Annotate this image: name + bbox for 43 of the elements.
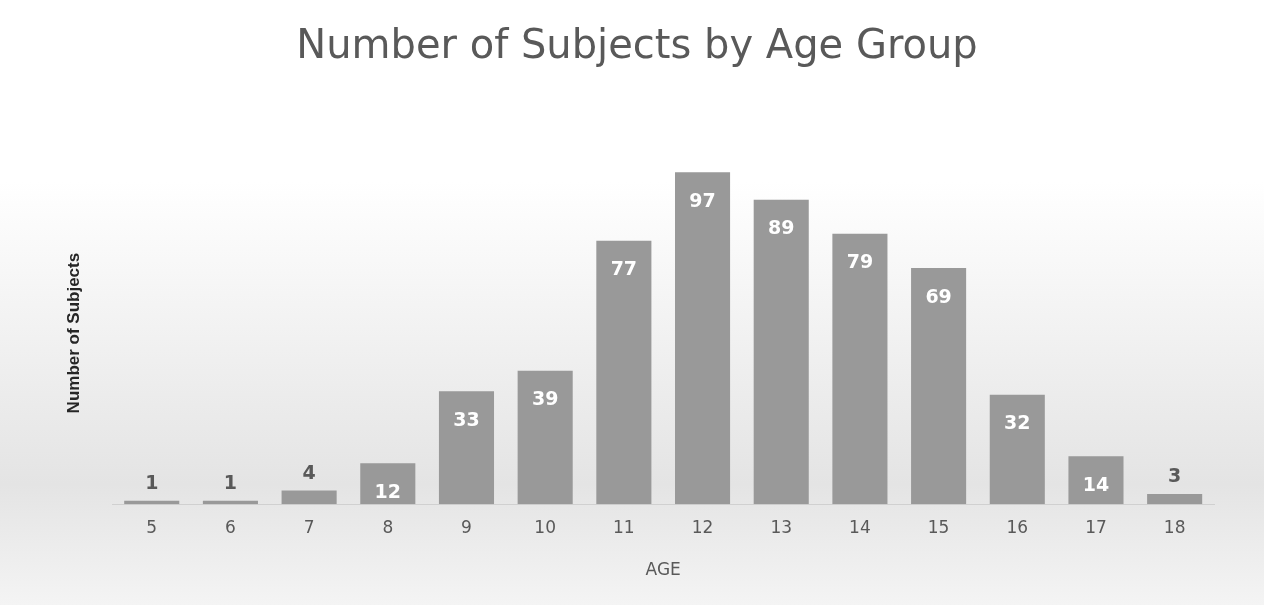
chart-title: Number of Subjects by Age Group	[296, 21, 978, 68]
data-label: 79	[846, 250, 874, 273]
data-label: 97	[689, 188, 716, 211]
data-label: 89	[768, 216, 795, 239]
data-label: 77	[610, 257, 638, 280]
x-tick-label: 8	[382, 516, 394, 537]
bar	[1147, 493, 1203, 505]
data-label: 14	[1082, 472, 1110, 495]
bar	[1068, 456, 1124, 505]
x-tick-label: 17	[1085, 516, 1107, 537]
y-axis-title: Number of Subjects	[63, 252, 83, 414]
bar	[753, 199, 809, 505]
data-label: 32	[1004, 411, 1031, 434]
bar	[596, 240, 652, 505]
bar	[360, 463, 416, 505]
x-tick-label: 16	[1006, 516, 1029, 537]
data-label: 4	[302, 460, 316, 483]
x-tick-label: 14	[849, 516, 871, 537]
x-tick-label: 12	[691, 516, 714, 537]
data-label: 12	[374, 479, 402, 502]
bar	[517, 370, 573, 505]
bar	[911, 268, 967, 505]
bar	[675, 172, 731, 505]
x-tick-label: 9	[461, 516, 472, 537]
x-tick-label: 18	[1163, 516, 1186, 537]
bar	[989, 394, 1045, 505]
x-axis-title: AGE	[645, 559, 681, 580]
bar	[281, 490, 337, 505]
x-tick-label: 10	[534, 516, 556, 537]
x-tick-label: 5	[146, 516, 158, 537]
data-label: 1	[223, 471, 238, 494]
data-label: 33	[453, 407, 480, 430]
data-label: 1	[145, 471, 159, 494]
x-tick-label: 6	[225, 516, 236, 537]
x-tick-label: 13	[770, 516, 793, 537]
data-label: 69	[925, 284, 952, 307]
data-label: 3	[1168, 464, 1182, 487]
bar	[832, 233, 888, 505]
data-label: 39	[531, 387, 559, 410]
x-tick-label: 11	[613, 516, 635, 537]
x-tick-label: 15	[927, 516, 950, 537]
x-tick-label: 7	[303, 516, 315, 537]
bar	[438, 391, 495, 505]
